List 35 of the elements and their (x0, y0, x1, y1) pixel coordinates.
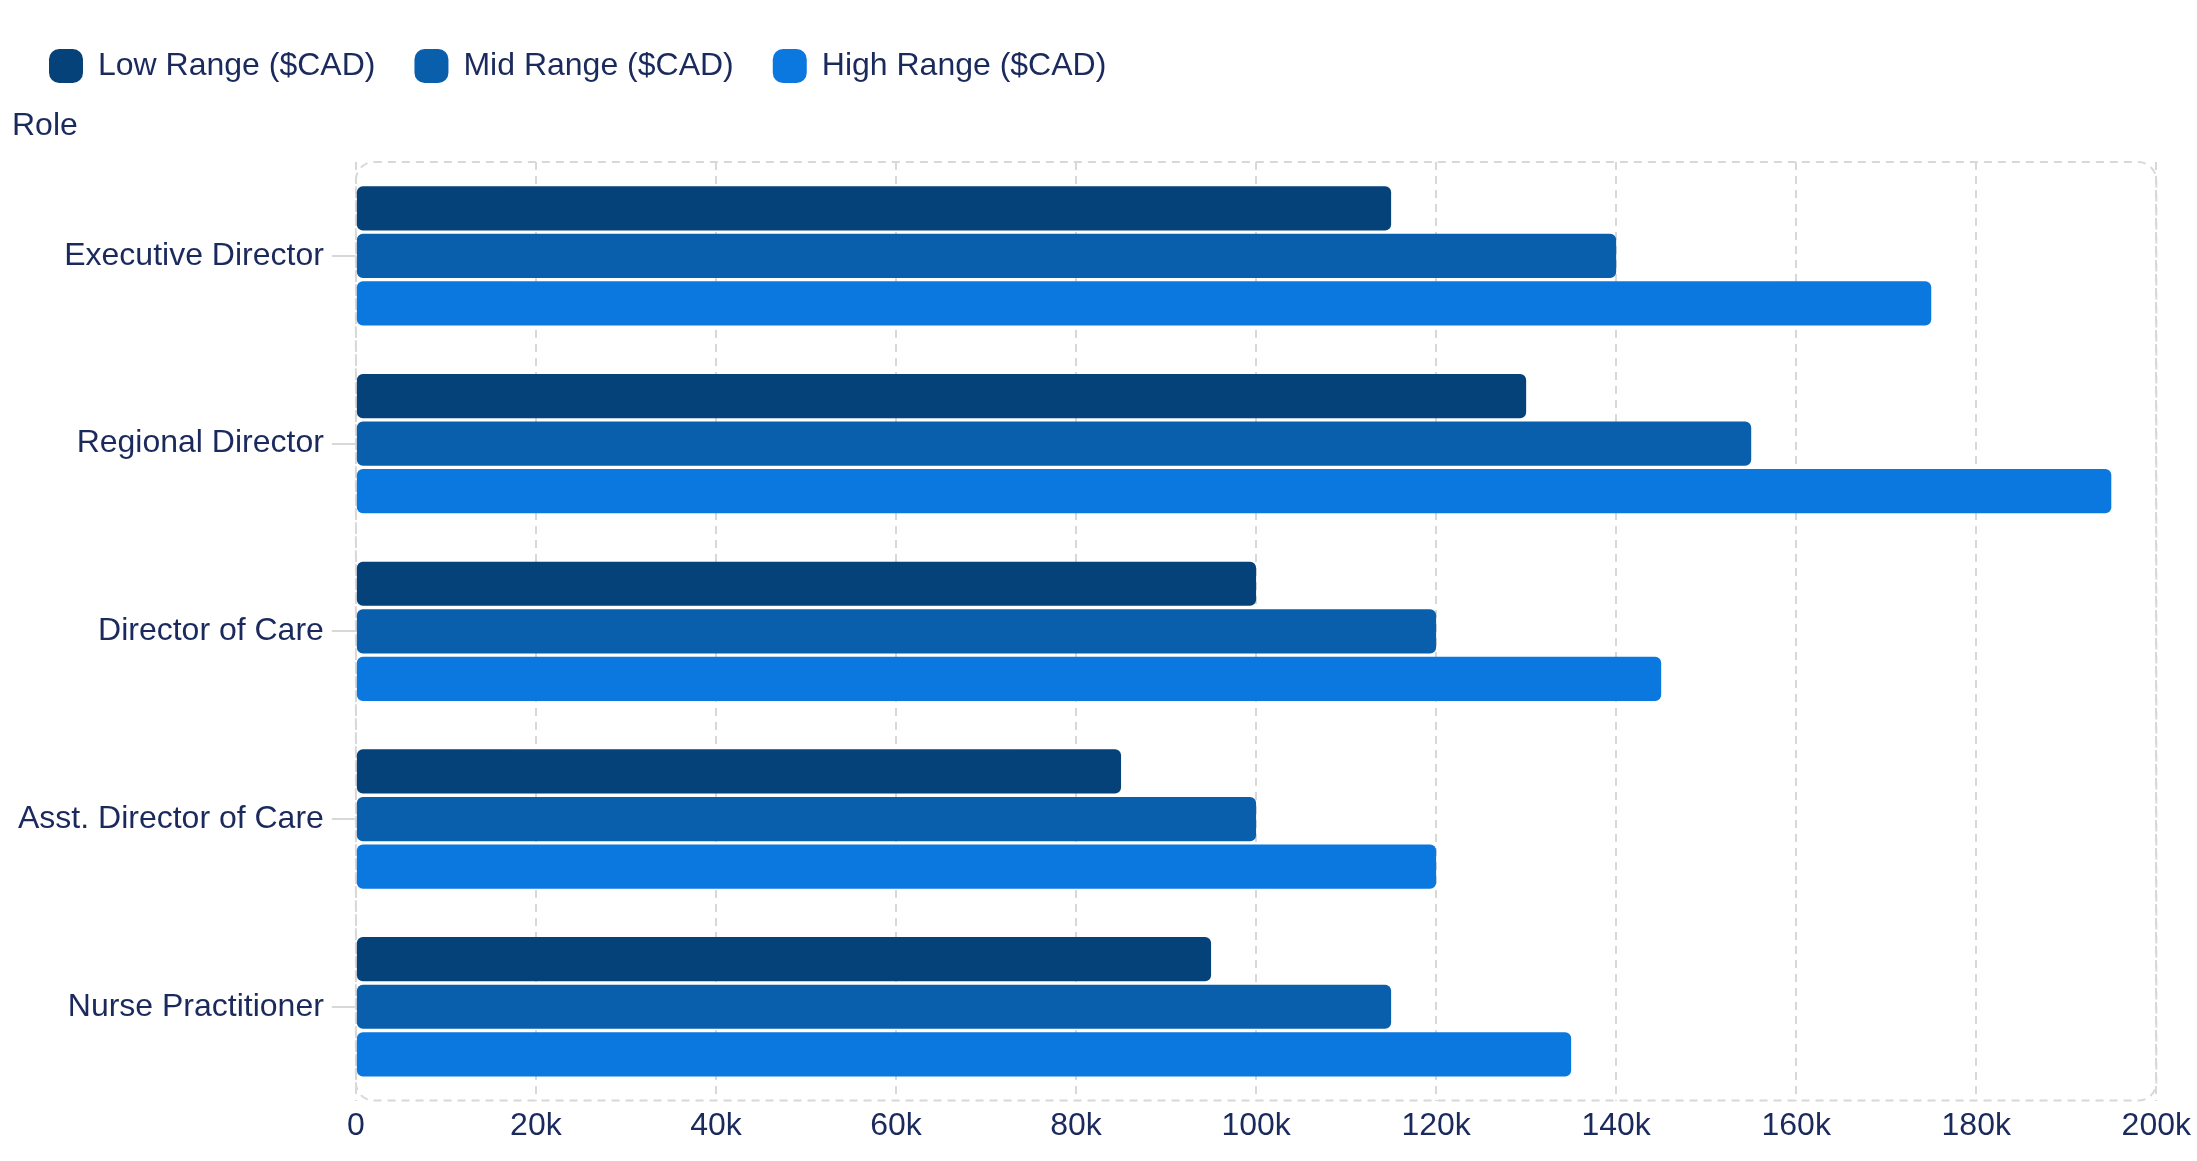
x-tick-label: 100k (1221, 1105, 1292, 1142)
legend-label: High Range ($CAD) (821, 45, 1107, 82)
y-tick-label: Nurse Practitioner (67, 986, 325, 1023)
y-tick-label: Director of Care (98, 611, 324, 648)
legend-label: Low Range ($CAD) (98, 45, 376, 82)
bar (356, 796, 1257, 842)
x-tick-label: 180k (1941, 1105, 2012, 1142)
y-axis-title: Role (12, 105, 78, 142)
x-tick-label: 80k (1050, 1105, 1103, 1142)
y-tick-label: Asst. Director of Care (18, 798, 324, 835)
bar (356, 844, 1437, 889)
y-tick-label: Regional Director (76, 423, 325, 460)
bar (356, 186, 1392, 231)
x-tick-label: 0 (346, 1105, 365, 1142)
bar (356, 281, 1932, 326)
bar (356, 233, 1617, 278)
y-tick-label: Executive Director (64, 235, 325, 272)
x-tick-label: 60k (870, 1105, 923, 1142)
x-tick-label: 20k (510, 1105, 563, 1142)
x-tick-label: 160k (1761, 1105, 1832, 1142)
x-tick-label: 40k (690, 1105, 743, 1142)
bar (356, 421, 1752, 466)
x-tick-label: 140k (1581, 1105, 1652, 1142)
bar (356, 609, 1437, 654)
bar (356, 561, 1257, 606)
x-tick-label: 120k (1401, 1105, 1472, 1142)
legend-label: Mid Range ($CAD) (463, 45, 734, 82)
bar (356, 1032, 1572, 1077)
bar (356, 749, 1122, 794)
bar (356, 469, 2112, 514)
bar (356, 984, 1392, 1029)
bar (356, 937, 1212, 982)
bar (356, 373, 1527, 419)
bar (356, 656, 1662, 701)
x-tick-label: 200k (2121, 1105, 2192, 1142)
